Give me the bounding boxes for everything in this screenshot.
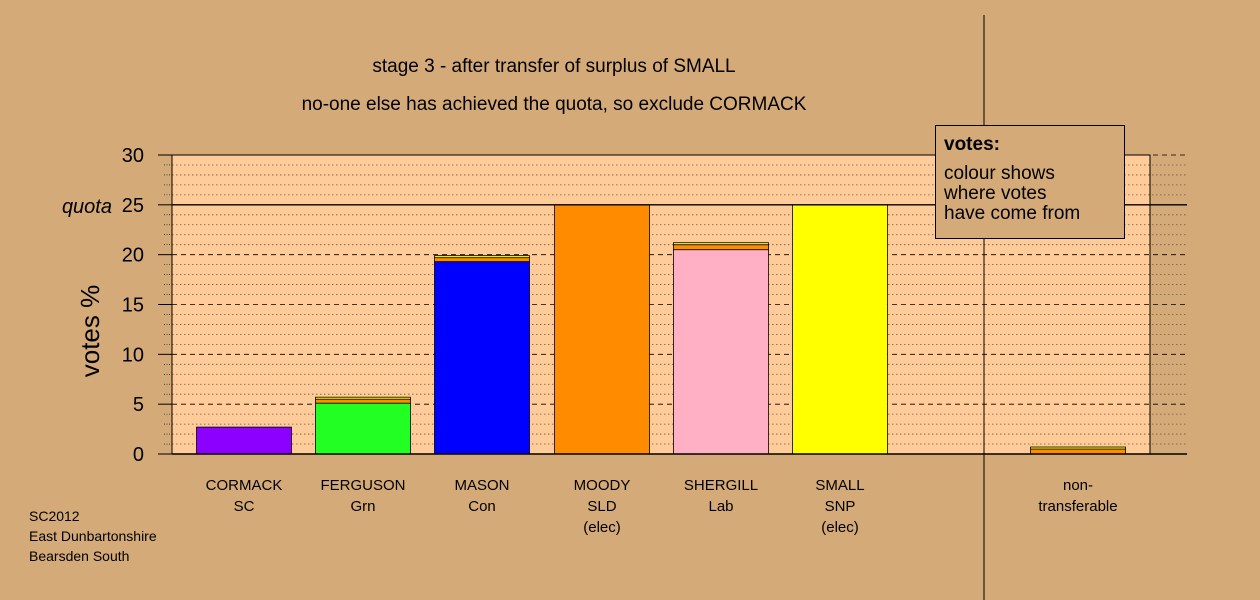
bar-segment xyxy=(434,261,530,455)
legend-line: where votes xyxy=(944,183,1047,204)
category-label: MASON xyxy=(454,477,509,494)
y-tick-label: 15 xyxy=(122,295,144,317)
category-label: Grn xyxy=(350,498,375,515)
legend-line: have come from xyxy=(944,203,1081,224)
category-label: transferable xyxy=(1038,498,1117,515)
footer-line: Bearsden South xyxy=(29,548,130,564)
category-label: SLD xyxy=(587,498,616,515)
bar-segment xyxy=(315,398,411,404)
category-label: (elec) xyxy=(821,519,859,536)
category-label: SC xyxy=(234,498,255,515)
y-tick-label: 10 xyxy=(122,344,144,366)
bar-segment xyxy=(1030,446,1126,450)
category-label: Lab xyxy=(708,498,733,515)
y-axis-label: votes % xyxy=(75,285,105,378)
legend-title: votes: xyxy=(944,134,1000,155)
footer: SC2012 East Dunbartonshire Bearsden Sout… xyxy=(29,506,157,566)
y-tick-label: 0 xyxy=(133,444,144,466)
bar-segment xyxy=(673,242,769,246)
y-tick-label: 30 xyxy=(122,145,144,167)
category-label: (elec) xyxy=(583,519,621,536)
bar-segment xyxy=(673,244,769,251)
bar-segment xyxy=(673,249,769,455)
category-label: SMALL xyxy=(815,477,864,494)
quota-label: quota xyxy=(62,196,112,218)
bar-segment xyxy=(315,402,411,455)
footer-line: East Dunbartonshire xyxy=(29,528,157,544)
category-label: SHERGILL xyxy=(684,477,758,494)
bar-segment xyxy=(434,257,530,263)
footer-line: SC2012 xyxy=(29,508,80,524)
y-tick-label: 25 xyxy=(122,195,144,217)
bar-segment xyxy=(554,204,650,455)
category-label: FERGUSON xyxy=(320,477,405,494)
bar-segment xyxy=(315,396,411,400)
category-label: SNP xyxy=(825,498,856,515)
category-label: CORMACK xyxy=(206,477,283,494)
y-tick-label: 5 xyxy=(133,394,144,416)
category-label: Con xyxy=(468,498,496,515)
chart-title: stage 3 - after transfer of surplus of S… xyxy=(372,56,735,77)
chart-subtitle: no-one else has achieved the quota, so e… xyxy=(302,94,807,115)
y-tick-label: 20 xyxy=(122,245,144,267)
bar-segment xyxy=(792,204,888,455)
category-label: MOODY xyxy=(574,477,631,494)
bar-segment xyxy=(196,426,292,455)
legend-line: colour shows xyxy=(944,163,1055,184)
bar-segment xyxy=(434,255,530,259)
legend: votes: colour shows where votes have com… xyxy=(935,125,1125,239)
category-label: non- xyxy=(1063,477,1093,494)
